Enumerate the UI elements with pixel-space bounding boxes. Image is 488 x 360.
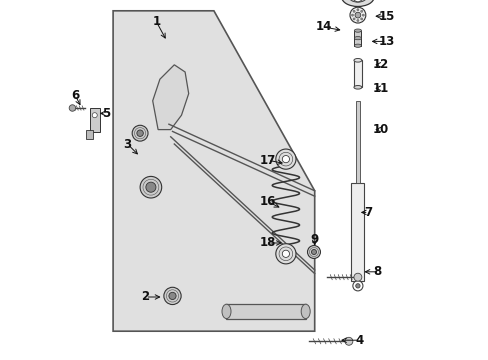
Circle shape: [307, 246, 320, 258]
Circle shape: [311, 249, 316, 255]
Text: 10: 10: [372, 123, 388, 136]
Circle shape: [349, 7, 365, 23]
Circle shape: [163, 287, 181, 305]
Circle shape: [69, 105, 76, 111]
Text: 14: 14: [315, 21, 331, 33]
Text: 17: 17: [259, 154, 275, 167]
Circle shape: [352, 10, 354, 12]
Circle shape: [275, 244, 295, 264]
Circle shape: [282, 250, 289, 257]
Ellipse shape: [354, 44, 361, 48]
Text: 8: 8: [373, 265, 381, 278]
Circle shape: [352, 0, 362, 2]
Circle shape: [356, 9, 358, 11]
Circle shape: [168, 292, 176, 300]
Polygon shape: [152, 65, 188, 130]
Circle shape: [140, 176, 162, 198]
Bar: [86, 130, 93, 139]
Text: 15: 15: [378, 10, 394, 23]
Circle shape: [352, 281, 362, 291]
Circle shape: [282, 156, 289, 163]
Bar: [351, 183, 364, 281]
Bar: [355, 101, 359, 183]
Text: 16: 16: [259, 195, 276, 208]
Text: 12: 12: [372, 58, 388, 71]
Circle shape: [354, 12, 360, 18]
Ellipse shape: [348, 0, 366, 2]
Text: 7: 7: [364, 206, 372, 219]
Ellipse shape: [341, 0, 373, 6]
Circle shape: [145, 182, 156, 192]
Circle shape: [352, 18, 354, 20]
Text: 11: 11: [372, 82, 388, 95]
Circle shape: [137, 130, 143, 136]
Ellipse shape: [301, 304, 309, 319]
Ellipse shape: [354, 36, 361, 40]
Text: 9: 9: [310, 233, 318, 246]
Circle shape: [356, 19, 358, 22]
Circle shape: [132, 125, 148, 141]
Ellipse shape: [222, 304, 230, 319]
Text: 4: 4: [355, 334, 363, 347]
Bar: [89, 108, 100, 132]
Circle shape: [360, 10, 362, 12]
Bar: [226, 304, 305, 319]
Circle shape: [344, 337, 352, 345]
Text: 3: 3: [123, 138, 131, 150]
Polygon shape: [113, 11, 314, 331]
Circle shape: [275, 149, 295, 169]
Text: 18: 18: [259, 237, 276, 249]
Ellipse shape: [354, 29, 361, 32]
Bar: [353, 60, 361, 87]
Ellipse shape: [353, 85, 361, 89]
Circle shape: [353, 273, 361, 281]
Text: 1: 1: [152, 15, 160, 28]
Ellipse shape: [353, 58, 361, 62]
Circle shape: [351, 14, 353, 16]
Text: 13: 13: [378, 35, 394, 48]
Circle shape: [362, 14, 364, 16]
Text: 5: 5: [102, 107, 110, 120]
Text: 6: 6: [71, 89, 79, 102]
Circle shape: [355, 284, 359, 288]
Circle shape: [92, 113, 97, 118]
Circle shape: [360, 18, 362, 20]
Bar: [354, 31, 361, 46]
Text: 2: 2: [141, 291, 149, 303]
